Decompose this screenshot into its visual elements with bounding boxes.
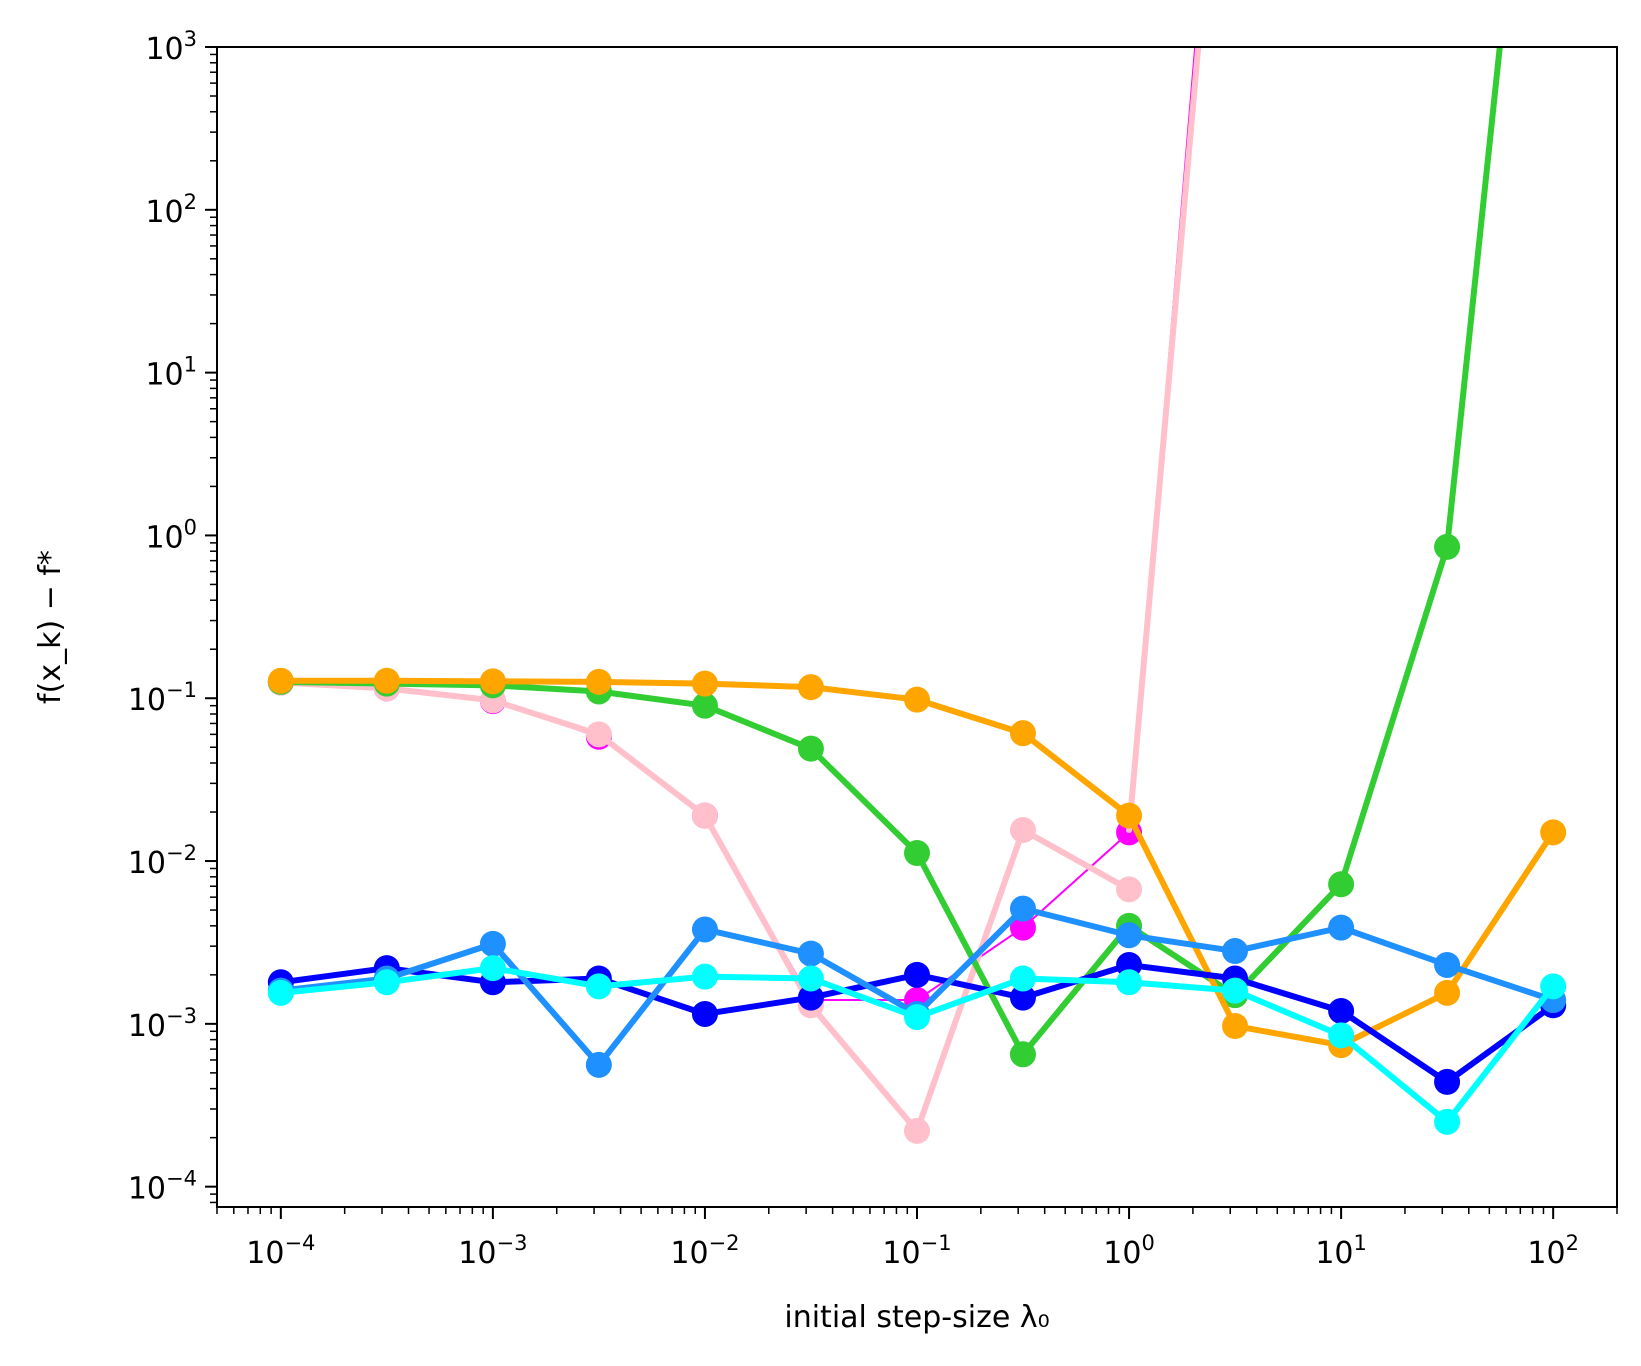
series-point-6-5 [797,940,824,967]
series-point-6-4 [691,916,718,943]
series-point-4-4 [691,670,718,697]
series-point-4-0 [267,667,294,694]
series-point-1-3 [585,721,612,748]
y-tick-label-0: 10−4 [128,1167,197,1207]
y-axis-label: f(x_k) − f* [33,550,68,704]
series-line-2 [1126,47,1202,834]
series-point-7-8 [1116,969,1143,996]
series-point-4-8 [1116,802,1143,829]
series-point-7-4 [691,963,718,990]
series-point-4-7 [1009,720,1036,747]
series-point-3-7 [1009,1041,1036,1068]
x-tick-label-6: 102 [1527,1231,1579,1271]
x-tick-label-0: 10−4 [246,1231,315,1271]
y-tick-label-6: 102 [145,190,197,230]
series-point-3-11 [1434,533,1461,560]
series-point-1-8 [1116,876,1143,903]
series-point-4-5 [797,674,824,701]
series-point-1-6 [904,1117,930,1144]
series-point-7-1 [373,969,400,996]
series-point-4-9 [1222,1013,1249,1039]
y-tick-label-3: 10−1 [128,678,197,718]
series-point-3-4 [691,692,718,719]
y-tick-label-5: 101 [145,353,197,393]
series-point-5-11 [1434,1068,1461,1095]
y-tick-label-4: 100 [145,515,197,555]
x-tick-label-1: 10−3 [458,1231,527,1271]
series-point-7-12 [1540,973,1567,1000]
series-point-0-7 [1009,914,1036,941]
y-tick-label-2: 10−2 [128,841,197,881]
series-point-5-10 [1328,997,1355,1024]
series-point-6-10 [1328,914,1355,941]
series-point-4-11 [1434,979,1461,1006]
series-point-7-11 [1434,1108,1461,1135]
series-point-6-2 [479,930,506,957]
series-point-7-5 [797,965,824,992]
series-point-5-5 [797,984,824,1011]
series-point-5-4 [691,1000,718,1027]
series-point-6-7 [1009,895,1036,922]
series-point-7-2 [479,955,506,982]
series-point-4-6 [904,686,930,713]
series-point-7-9 [1222,977,1249,1004]
ticks-layer: 10−4 10−3 10−2 10−1 100 101 102 10−4 10−3 10−2 10−… [128,27,1618,1271]
series-point-6-9 [1222,938,1249,965]
series-point-3-10 [1328,871,1355,898]
series-point-1-4 [691,802,718,829]
series-layer [267,47,1567,1144]
series-point-7-10 [1328,1022,1355,1049]
series-point-3-6 [904,840,930,867]
series-point-5-6 [904,961,930,988]
series-point-6-8 [1116,922,1143,949]
series-point-7-7 [1009,965,1036,992]
x-tick-label-2: 10−2 [670,1231,739,1271]
series-point-6-3 [585,1051,612,1078]
x-tick-label-4: 100 [1103,1231,1155,1271]
x-axis-label: initial step-size λ₀ [784,1300,1049,1335]
series-point-4-1 [373,667,400,694]
series-point-7-3 [585,973,612,1000]
series-point-7-0 [267,979,294,1006]
series-point-4-2 [479,668,506,695]
series-point-7-6 [904,1004,930,1031]
x-tick-label-3: 10−1 [882,1231,951,1271]
series-point-3-5 [797,735,824,762]
y-tick-label-1: 10−3 [128,1004,197,1044]
series-point-6-11 [1434,951,1461,978]
series-point-4-12 [1540,819,1567,846]
series-point-5-7 [1009,984,1036,1011]
x-tick-label-5: 101 [1315,1231,1367,1271]
series-point-4-3 [585,668,612,695]
y-tick-label-7: 103 [145,27,197,67]
series-point-1-7 [1009,817,1036,844]
